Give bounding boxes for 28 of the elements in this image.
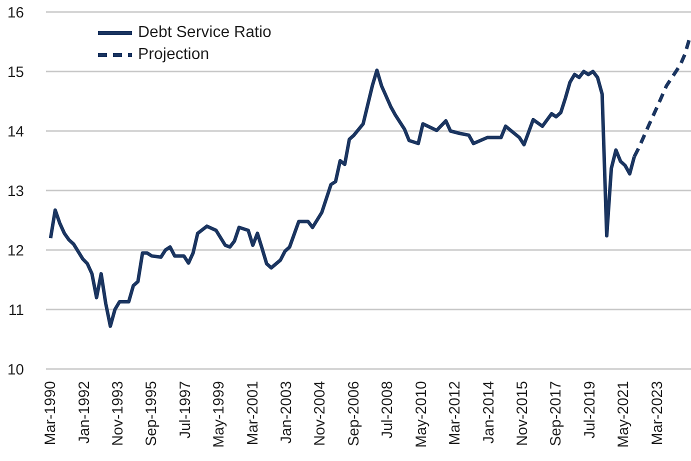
legend-label: Projection xyxy=(138,46,210,64)
y-tick-label: 15 xyxy=(7,64,24,81)
y-tick-label: 12 xyxy=(7,242,24,260)
y-tick-label: 11 xyxy=(8,302,24,319)
y-tick-label: 16 xyxy=(7,4,24,22)
x-tick-label: Sep-2006 xyxy=(345,381,362,446)
x-tick-label: Nov-2015 xyxy=(514,381,531,446)
x-tick-label: Mar-2001 xyxy=(244,381,262,446)
x-tick-label: Jan-2014 xyxy=(480,381,498,444)
x-tick-label: May-1999 xyxy=(210,381,228,448)
x-tick-label: Sep-1995 xyxy=(143,381,160,446)
y-tick-label: 14 xyxy=(7,123,24,140)
x-tick-label: Jan-2003 xyxy=(278,381,296,444)
y-tick-label: 10 xyxy=(7,361,24,378)
x-tick-label: Jul-2019 xyxy=(581,381,598,439)
x-tick-label: Jul-2008 xyxy=(379,381,396,439)
legend-label: Debt Service Ratio xyxy=(138,24,272,42)
x-tick-label: May-2021 xyxy=(615,381,632,448)
x-tick-label: Mar-1990 xyxy=(42,381,60,446)
x-tick-label: Mar-2023 xyxy=(648,381,666,446)
x-tick-label: May-2010 xyxy=(412,381,430,448)
x-tick-label: Nov-2004 xyxy=(312,381,329,446)
x-tick-label: Mar-2012 xyxy=(446,381,464,446)
x-tick-label: Jul-1997 xyxy=(176,381,194,439)
x-tick-label: Jan-1992 xyxy=(76,381,93,444)
x-tick-label: Nov-1993 xyxy=(110,381,127,446)
y-tick-label: 13 xyxy=(7,182,24,200)
x-tick-label: Sep-2017 xyxy=(548,381,565,446)
